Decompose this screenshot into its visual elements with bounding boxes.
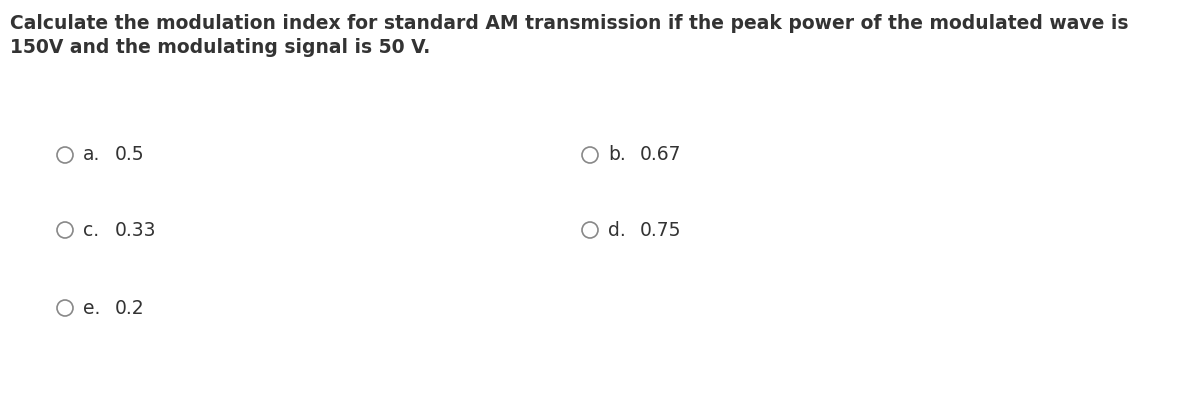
- Text: 150V and the modulating signal is 50 V.: 150V and the modulating signal is 50 V.: [10, 38, 431, 57]
- Text: a.: a.: [83, 145, 101, 164]
- Text: b.: b.: [608, 145, 625, 164]
- Text: c.: c.: [83, 221, 100, 240]
- Text: e.: e.: [83, 299, 101, 318]
- Text: 0.2: 0.2: [115, 299, 145, 318]
- Text: Calculate the modulation index for standard AM transmission if the peak power of: Calculate the modulation index for stand…: [10, 14, 1128, 33]
- Text: 0.67: 0.67: [640, 145, 682, 164]
- Text: 0.33: 0.33: [115, 221, 156, 240]
- Text: 0.5: 0.5: [115, 145, 145, 164]
- Text: 0.75: 0.75: [640, 221, 682, 240]
- Text: d.: d.: [608, 221, 625, 240]
